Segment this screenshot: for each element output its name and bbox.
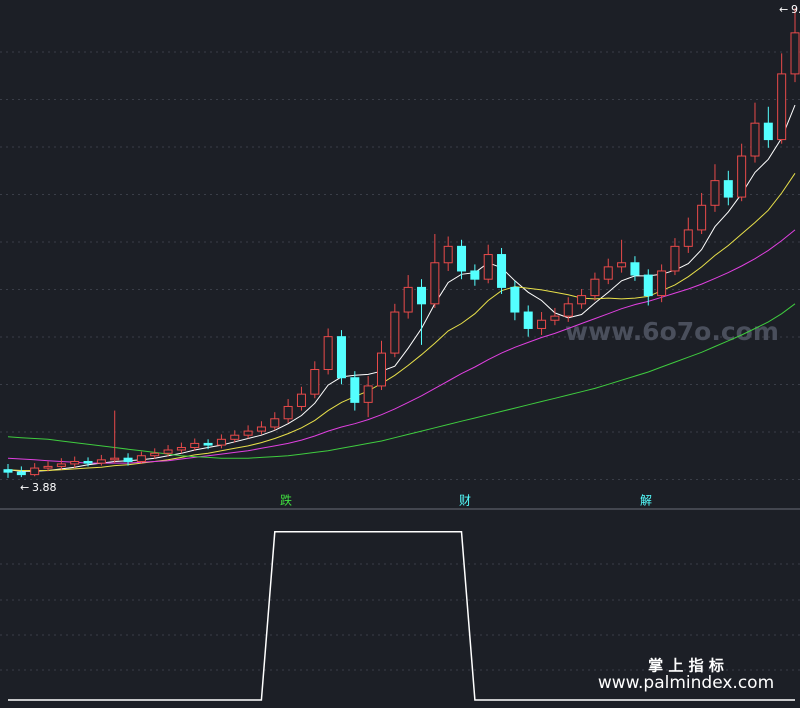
candle-body <box>443 245 453 264</box>
candle-body <box>710 180 720 206</box>
candle-body <box>16 471 26 476</box>
candle-body <box>643 274 653 297</box>
low-label: 3.88 <box>32 481 57 494</box>
candle-body <box>470 270 480 280</box>
candle-body <box>123 457 133 462</box>
candle-body <box>163 449 173 454</box>
candle-body <box>176 447 186 451</box>
candle-body <box>216 438 226 446</box>
high-arrow: ← <box>779 3 788 16</box>
candle-body <box>563 303 573 317</box>
candle-body <box>390 311 400 354</box>
moving-average <box>7 303 796 459</box>
candle-body <box>70 460 80 465</box>
candle-body <box>350 377 360 403</box>
candle-body <box>230 434 240 440</box>
watermark: www.6o7o.com <box>565 317 779 346</box>
candle-body <box>790 32 800 75</box>
candle-body <box>243 430 253 436</box>
brand: 掌 上 指 标 <box>648 657 724 675</box>
candle-body <box>323 336 333 371</box>
candle-body <box>617 262 627 268</box>
candle-body <box>510 286 520 313</box>
candle-body <box>403 286 413 313</box>
annotation: 财 <box>459 494 471 508</box>
candle-body <box>110 457 120 461</box>
moving-average <box>7 104 796 472</box>
moving-average <box>7 229 796 464</box>
candle-body <box>363 385 373 403</box>
candle-body <box>723 180 733 198</box>
candle-body <box>43 465 53 469</box>
candle-body <box>763 122 773 141</box>
candle-body <box>550 315 560 321</box>
candle-body <box>523 311 533 329</box>
candle-body <box>136 455 146 462</box>
candle-body <box>190 442 200 449</box>
candle-body <box>537 319 547 329</box>
candle-body <box>697 204 707 231</box>
annotation: 跌 <box>280 493 292 508</box>
candle-body <box>83 460 93 464</box>
candle-body <box>497 254 507 288</box>
candle-body <box>3 469 13 473</box>
candle-body <box>750 122 760 157</box>
candle-body <box>577 295 587 305</box>
candle-body <box>96 459 106 464</box>
candle-body <box>457 245 467 272</box>
candle-body <box>30 467 40 476</box>
candle-body <box>56 463 66 467</box>
candle-body <box>670 245 680 272</box>
low-arrow: ← <box>20 481 29 494</box>
site: www.palmindex.com <box>598 673 774 693</box>
annotation: 解 <box>640 494 652 508</box>
candle-body <box>483 254 493 280</box>
candle-body <box>150 452 160 457</box>
candle-body <box>310 369 320 395</box>
candle-body <box>657 270 667 297</box>
candle-body <box>256 426 266 432</box>
candle-body <box>203 442 213 446</box>
indicator-line <box>8 531 795 701</box>
candle-body <box>630 262 640 276</box>
candle-body <box>683 229 693 247</box>
candle-body <box>590 278 600 297</box>
candle-body <box>270 418 280 428</box>
candle-body <box>376 352 386 387</box>
candle-body <box>603 266 613 280</box>
candle-body <box>283 405 293 420</box>
candle-body <box>296 393 306 407</box>
candle-body <box>430 262 440 305</box>
candle-body <box>417 286 427 305</box>
candle-body <box>336 336 346 379</box>
candle-body <box>737 155 747 198</box>
candle-body <box>777 73 787 141</box>
high-label: 9.6 <box>791 3 800 16</box>
